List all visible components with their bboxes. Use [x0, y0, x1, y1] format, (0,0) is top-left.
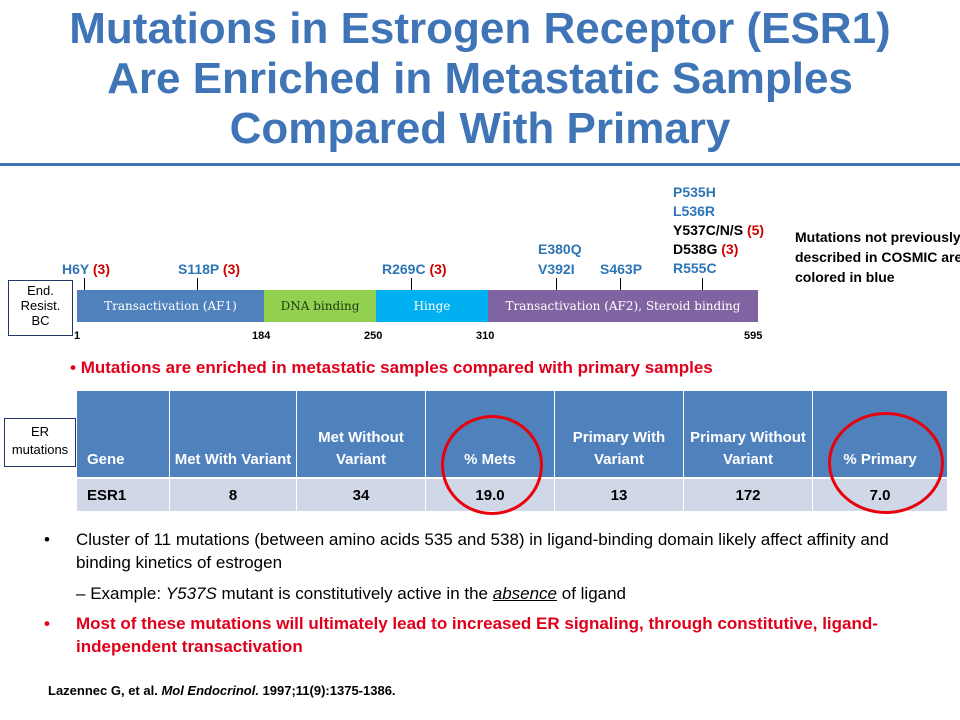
bullet-1-dot: • — [44, 530, 50, 549]
position-250: 250 — [364, 330, 383, 342]
enriched-text: Mutations are enriched in metastatic sam… — [80, 358, 713, 377]
mutation-s463p: S463P — [600, 261, 643, 277]
mutation-d538g-name: D538G — [673, 241, 718, 257]
mutation-s118p-name: S118P — [178, 261, 220, 277]
reference-journal: Mol Endocrinol. — [161, 683, 259, 698]
mutation-r269c-name: R269C — [382, 261, 426, 277]
tick-r555c — [702, 278, 703, 290]
cell-met-with-variant: 8 — [169, 477, 297, 511]
sub-absence: absence — [492, 584, 558, 603]
title-divider — [0, 163, 960, 166]
mutation-y537: Y537C/N/S (5) — [673, 222, 764, 239]
domain-dna-binding: DNA binding — [264, 290, 376, 322]
mutation-s118p-count: (3) — [222, 261, 241, 277]
mutation-s118p: S118P (3) — [178, 261, 240, 278]
reference: Lazennec G, et al. Mol Endocrinol. 1997;… — [48, 683, 396, 698]
er-label-line: ER — [30, 424, 50, 439]
domain-hinge: Hinge — [376, 290, 488, 322]
resist-label-line: Resist. — [20, 298, 61, 313]
mutation-y537-count: (5) — [746, 222, 765, 238]
sub-prefix: Example: — [90, 584, 166, 603]
sub-mid: mutant is constitutively active in the — [216, 584, 493, 603]
tick-v392i — [556, 278, 557, 290]
mutation-h6y: H6Y (3) — [62, 261, 110, 278]
position-1: 1 — [74, 330, 81, 342]
sub-end: of ligand — [557, 584, 627, 603]
bullet-dot: • — [70, 358, 81, 377]
slide-title: Mutations in Estrogen Receptor (ESR1) Ar… — [0, 4, 960, 154]
domain-af2-label: Transactivation (AF2), Steroid binding — [505, 299, 741, 313]
position-595: 595 — [744, 330, 763, 342]
sub-dash: – — [76, 584, 91, 603]
er-mutations-label: ER mutations — [4, 418, 76, 467]
tick-r269c — [411, 278, 412, 290]
bullet-1: • Cluster of 11 mutations (between amino… — [44, 528, 924, 574]
bullet-1-sub: – Example: Y537S mutant is constitutivel… — [76, 582, 936, 605]
cell-primary-without-variant: 172 — [683, 477, 813, 511]
bc-label-line: BC — [31, 313, 50, 328]
title-line-2: Are Enriched in Metastatic Samples — [107, 54, 853, 103]
bullet-1-text: Cluster of 11 mutations (between amino a… — [76, 530, 889, 572]
reference-authors: Lazennec G, et al. — [48, 683, 162, 698]
mutation-v392i: V392I — [538, 261, 575, 277]
domain-af1-label: Transactivation (AF1) — [104, 299, 237, 313]
domain-af2: Transactivation (AF2), Steroid binding — [488, 290, 758, 322]
end-label-line: End. — [27, 283, 54, 298]
mutation-p535h: P535H — [673, 184, 716, 200]
header-met-without-variant: Met Without Variant — [296, 391, 426, 478]
mutations-label-line: mutations — [11, 442, 69, 457]
mutation-h6y-name: H6Y — [62, 261, 89, 277]
position-184: 184 — [252, 330, 271, 342]
sub-mutant: Y537S — [165, 584, 217, 603]
mutation-r269c: R269C (3) — [382, 261, 447, 278]
mutation-y537-name: Y537C/N/S — [673, 222, 744, 238]
mutation-r269c-count: (3) — [429, 261, 447, 277]
tick-s463p — [620, 278, 621, 290]
mutation-d538g-count: (3) — [721, 241, 739, 257]
bullet-2: • Most of these mutations will ultimatel… — [44, 612, 924, 658]
cell-gene: ESR1 — [77, 477, 170, 511]
enriched-bullet: • Mutations are enriched in metastatic s… — [70, 358, 713, 378]
bullet-2-dot: • — [44, 614, 50, 633]
bullet-2-text: Most of these mutations will ultimately … — [76, 614, 878, 656]
domain-dna-binding-label: DNA binding — [280, 299, 360, 313]
end-resist-bc-label: End. Resist. BC — [8, 280, 73, 336]
tick-s118p — [197, 278, 198, 290]
header-gene: Gene — [77, 391, 170, 478]
domain-hinge-label: Hinge — [413, 299, 451, 313]
reference-details: 1997;11(9):1375-1386. — [258, 683, 396, 698]
mutation-d538g: D538G (3) — [673, 241, 738, 258]
highlight-circle-primary — [828, 412, 944, 514]
cosmic-note: Mutations not previously described in CO… — [795, 229, 960, 285]
mutation-e380q: E380Q — [538, 241, 582, 257]
title-line-3: Compared With Primary — [229, 104, 731, 153]
mutation-r555c: R555C — [673, 260, 717, 276]
header-primary-without-variant: Primary Without Variant — [683, 391, 813, 478]
header-primary-with-variant: Primary With Variant — [554, 391, 684, 478]
cell-met-without-variant: 34 — [296, 477, 426, 511]
highlight-circle-mets — [441, 415, 543, 515]
cell-primary-with-variant: 13 — [554, 477, 684, 511]
position-310: 310 — [476, 330, 495, 342]
title-line-1: Mutations in Estrogen Receptor (ESR1) — [69, 4, 891, 53]
tick-h6y — [84, 278, 85, 290]
mutation-l536r: L536R — [673, 203, 716, 219]
domain-af1: Transactivation (AF1) — [77, 290, 264, 322]
mutation-h6y-count: (3) — [92, 261, 110, 277]
header-met-with-variant: Met With Variant — [169, 391, 297, 478]
